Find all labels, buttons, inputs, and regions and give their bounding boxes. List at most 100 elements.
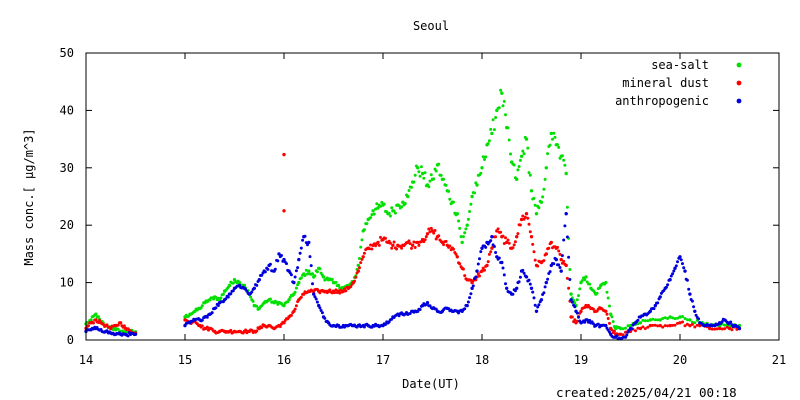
data-point (221, 292, 225, 296)
data-point (459, 235, 463, 239)
data-point (558, 266, 562, 269)
data-point (573, 305, 577, 309)
data-point (447, 189, 451, 193)
data-point (626, 324, 630, 328)
data-point (693, 309, 697, 313)
data-point (683, 324, 687, 328)
data-point (532, 296, 536, 300)
data-point (596, 322, 600, 326)
data-point (428, 230, 432, 234)
data-point (564, 263, 568, 268)
data-point (369, 216, 373, 220)
data-point (380, 200, 384, 204)
data-point (416, 240, 420, 245)
data-point (362, 228, 366, 232)
data-point (567, 286, 571, 290)
data-point (489, 250, 493, 254)
data-point (494, 251, 498, 254)
data-point (516, 232, 520, 236)
data-point (713, 327, 717, 331)
data-point (507, 241, 511, 245)
data-point (483, 268, 486, 272)
data-point (116, 323, 120, 327)
data-point (338, 291, 342, 295)
data-point (294, 304, 298, 308)
data-point (526, 146, 530, 150)
data-point (669, 274, 673, 278)
y-tick-label: 10 (60, 276, 74, 290)
data-point (369, 243, 373, 247)
data-point (395, 247, 399, 251)
data-point (307, 240, 311, 245)
data-point (299, 246, 303, 250)
data-point (565, 205, 569, 209)
data-point (625, 333, 629, 337)
data-point (671, 316, 675, 320)
data-point (579, 309, 583, 313)
data-point (641, 318, 645, 322)
data-point (638, 326, 643, 331)
data-point (723, 327, 726, 331)
data-point (604, 309, 608, 313)
data-point (506, 126, 510, 130)
data-point (658, 295, 662, 299)
data-point (432, 231, 436, 235)
data-point (515, 286, 519, 290)
data-point (318, 306, 322, 310)
data-point (668, 323, 672, 328)
data-point (307, 269, 311, 273)
data-point (569, 292, 573, 296)
data-point (273, 267, 277, 271)
data-point (524, 137, 529, 141)
data-point (360, 238, 364, 242)
y-axis-label: Mass conc.[ μg/m^3] (22, 128, 36, 265)
data-point (570, 300, 574, 304)
data-point (371, 209, 375, 213)
data-point (485, 263, 489, 268)
data-point (437, 162, 441, 166)
data-point (427, 227, 431, 231)
data-point (729, 320, 733, 324)
data-point (268, 297, 272, 301)
data-point (442, 177, 446, 181)
data-point (544, 252, 548, 256)
data-point (676, 321, 679, 325)
data-point (499, 230, 503, 234)
data-point (531, 290, 535, 294)
data-point (532, 250, 536, 254)
data-point (229, 328, 233, 332)
data-point (376, 206, 380, 210)
data-point (466, 217, 470, 221)
data-point (678, 321, 682, 325)
data-point (634, 329, 637, 333)
data-point (302, 292, 306, 296)
data-point (547, 246, 551, 250)
data-point (226, 295, 230, 299)
data-point (504, 236, 507, 240)
data-point (105, 329, 109, 333)
data-point (548, 270, 552, 274)
data-point (407, 239, 411, 243)
data-point (562, 259, 566, 263)
data-point (676, 260, 679, 264)
data-point (216, 304, 220, 307)
data-point (296, 266, 300, 270)
data-point (621, 333, 625, 337)
data-point (522, 271, 526, 275)
data-point (489, 239, 493, 243)
data-point (646, 319, 650, 323)
data-point (575, 298, 579, 302)
y-tick-label: 40 (60, 103, 74, 117)
data-point (591, 307, 595, 311)
data-point (376, 240, 380, 245)
data-point (486, 142, 490, 145)
data-point (476, 262, 480, 266)
data-point (504, 282, 507, 286)
data-point (299, 276, 303, 280)
data-point (280, 254, 283, 257)
data-point (521, 149, 525, 153)
data-point (407, 189, 411, 192)
data-point (573, 318, 577, 322)
data-point (668, 315, 672, 319)
data-point (556, 245, 559, 249)
